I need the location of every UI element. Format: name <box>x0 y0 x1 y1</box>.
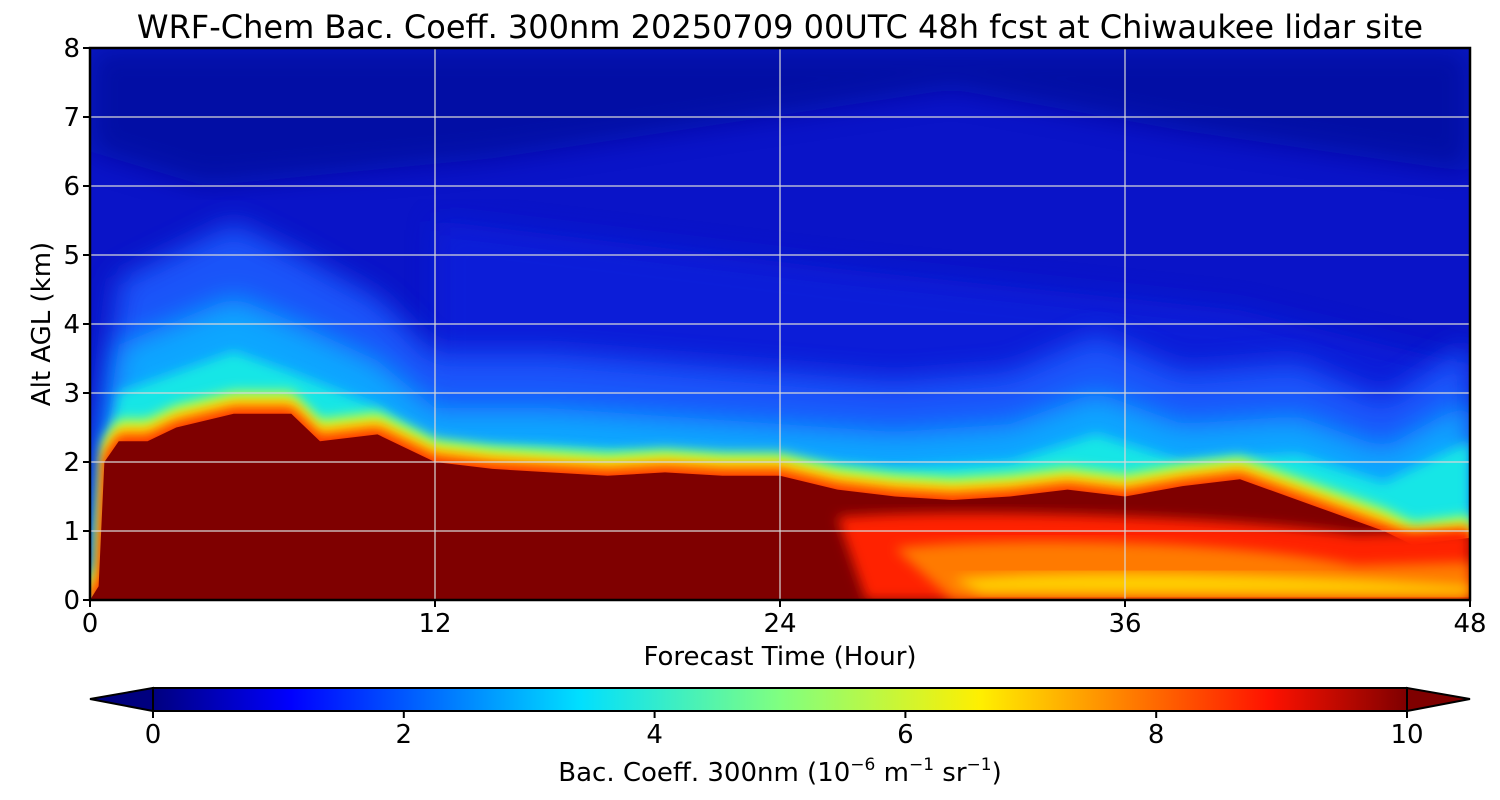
y-tick-label: 2 <box>63 448 80 478</box>
x-tick-label: 48 <box>1453 609 1486 639</box>
y-tick-label: 4 <box>63 310 80 340</box>
colorbar-tick-label: 2 <box>396 720 413 750</box>
y-tick-label: 7 <box>63 103 80 133</box>
chart-title: WRF-Chem Bac. Coeff. 300nm 20250709 00UT… <box>137 8 1423 46</box>
x-tick-label: 12 <box>418 609 451 639</box>
colorbar-label: Bac. Coeff. 300nm (10−6 m−1 sr−1) <box>558 755 1001 788</box>
surface-yellow-region <box>952 573 1470 595</box>
y-tick-label: 3 <box>63 379 80 409</box>
y-axis: 0 1 2 3 4 5 6 7 8 <box>63 34 90 616</box>
grid-lines <box>90 48 1470 600</box>
colorbar-extend-high <box>1406 686 1471 713</box>
colorbar-tick-label: 8 <box>1148 720 1165 750</box>
colorbar-tick-label: 10 <box>1390 720 1423 750</box>
x-tick-label: 24 <box>763 609 796 639</box>
x-tick-label: 36 <box>1108 609 1141 639</box>
colorbar-gradient <box>152 687 1408 712</box>
plot-area <box>90 48 1470 600</box>
colorbar-ticks: 0 2 4 6 8 10 <box>145 711 1424 750</box>
colorbar-tick-label: 0 <box>145 720 162 750</box>
colorbar-extend-low <box>89 686 154 713</box>
y-tick-label: 5 <box>63 241 80 271</box>
x-axis: 0 12 24 36 48 <box>82 600 1487 639</box>
y-tick-label: 0 <box>63 586 80 616</box>
colorbar-tick-label: 4 <box>646 720 663 750</box>
colorbar-tick-label: 6 <box>897 720 914 750</box>
y-tick-label: 6 <box>63 172 80 202</box>
y-axis-label: Alt AGL (km) <box>27 242 57 406</box>
x-tick-label: 0 <box>82 609 99 639</box>
y-tick-label: 8 <box>63 34 80 64</box>
x-axis-label: Forecast Time (Hour) <box>643 642 916 672</box>
y-tick-label: 1 <box>63 517 80 547</box>
colorbar: 0 2 4 6 8 10 Bac. Coeff. 300nm (10−6 m−1 sr−1… <box>89 686 1471 788</box>
